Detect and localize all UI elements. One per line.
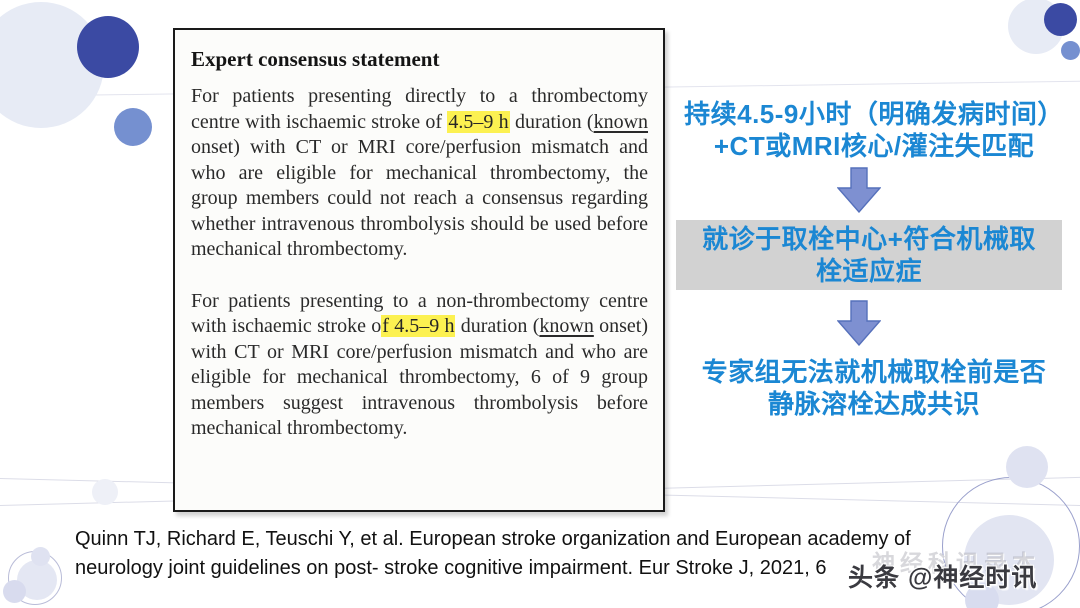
flow-step2-line2: 栓适应症: [815, 256, 922, 286]
consensus-statement-box: Expert consensus statement For patients …: [173, 28, 665, 512]
p1-text-post: onset) with CT or MRI core/perfusion mis…: [191, 136, 648, 260]
p2-text-mid: duration (: [455, 315, 540, 337]
decor-circle-topright-dark: [1044, 3, 1077, 36]
consensus-box-title: Expert consensus statement: [191, 47, 440, 71]
decor-circle-bottomleft-faint: [92, 479, 118, 505]
flow-step3-line1: 专家组无法就机械取栓前是否: [701, 357, 1047, 387]
p2-underlined-known: known: [539, 315, 594, 337]
flow-step3-line2: 静脉溶栓达成共识: [767, 389, 980, 419]
decor-circle-bottomright-small-top: [1006, 446, 1048, 488]
citation-line1: Quinn TJ, Richard E, Teuschi Y, et al. E…: [75, 528, 911, 550]
consensus-paragraph-1: For patients presenting directly to a th…: [191, 84, 648, 263]
decor-circle-bottomleft-small-top: [31, 547, 50, 566]
watermark: 头条 @神经时讯: [848, 564, 1038, 592]
decor-circle-topleft-medium: [114, 108, 152, 146]
citation-line2: neurology joint guidelines on post- stro…: [75, 557, 827, 579]
p2-highlight-duration: f 4.5–9 h: [381, 315, 456, 337]
flow-step-thrombectomy-centre: 就诊于取栓中心+符合机械取 栓适应症: [676, 220, 1062, 290]
p2-text-pre: For patients presenting to a non-thrombe…: [191, 289, 648, 338]
watermark-ghost: 神经科讯录本: [872, 550, 1040, 576]
p1-underlined-known: known: [593, 110, 649, 133]
flow-step1-line1: 持续4.5-9小时（明确发病时间）: [684, 99, 1064, 129]
flow-step1-line2: +CT或MRI核心/灌注失匹配: [713, 131, 1035, 161]
decor-circle-bottomleft-small-bottom: [3, 580, 26, 603]
consensus-paragraph-2: For patients presenting to a non-thrombe…: [191, 289, 648, 442]
p1-highlight-duration: 4.5–9 h: [447, 110, 510, 133]
down-arrow-icon: [837, 167, 881, 213]
p1-text-pre: For patients presenting directly to a th…: [191, 85, 648, 133]
p1-text-mid: duration (: [509, 110, 594, 133]
decor-circle-topleft-dark: [77, 16, 139, 78]
decor-circle-bottomright-small-bottom: [965, 583, 999, 608]
flow-step2-line1: 就诊于取栓中心+符合机械取: [702, 224, 1036, 254]
flow-step-no-consensus: 专家组无法就机械取栓前是否 静脉溶栓达成共识: [668, 356, 1080, 420]
flow-step-time-window: 持续4.5-9小时（明确发病时间） +CT或MRI核心/灌注失匹配: [668, 98, 1080, 162]
p2-text-post: onset) with CT or MRI core/perfusion mis…: [191, 315, 648, 439]
citation: Quinn TJ, Richard E, Teuschi Y, et al. E…: [75, 525, 945, 583]
decor-circle-topright-medium: [1061, 41, 1080, 60]
down-arrow-icon: [837, 300, 881, 346]
